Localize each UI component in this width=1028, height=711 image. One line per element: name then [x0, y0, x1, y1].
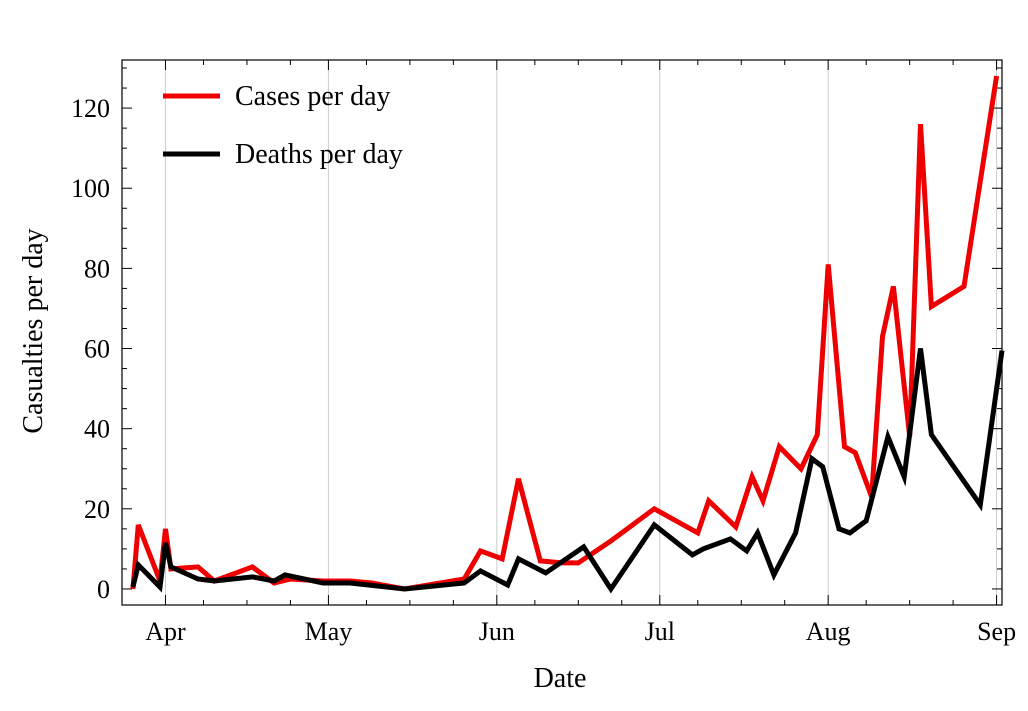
x-tick-label-jul: Jul: [645, 617, 675, 646]
legend-label-deaths: Deaths per day: [235, 139, 403, 170]
y-axis-title: Casualties per day: [18, 228, 49, 433]
x-tick-label-sep: Sep: [977, 617, 1016, 646]
x-axis-title: Date: [534, 663, 587, 694]
plot-frame: [121, 59, 1003, 606]
series-line-deaths: [130, 348, 1005, 594]
y-tick-label: 100: [71, 174, 110, 203]
y-tick-label: 20: [84, 495, 110, 524]
x-tick-label-jun: Jun: [479, 617, 515, 646]
y-tick-label: 40: [84, 415, 110, 444]
x-tick-label-apr: Apr: [145, 617, 186, 646]
legend-label-cases: Cases per day: [235, 81, 391, 112]
x-tick-label-may: May: [305, 617, 353, 646]
plot-border: [121, 59, 1003, 606]
grid-lines: [164, 60, 998, 605]
y-tick-label: 80: [84, 254, 110, 283]
y-tick-label: 0: [97, 575, 110, 604]
x-tick-label-aug: Aug: [806, 617, 851, 646]
y-tick-label: 60: [84, 335, 110, 364]
tick-labels: 0 20 40 60 80 100 120 Apr May Jun Jul Aug Sep: [71, 94, 1016, 646]
series-layer: [130, 75, 1005, 594]
legend: Cases per day Deaths per day: [163, 81, 403, 170]
y-tick-label: 120: [71, 94, 110, 123]
